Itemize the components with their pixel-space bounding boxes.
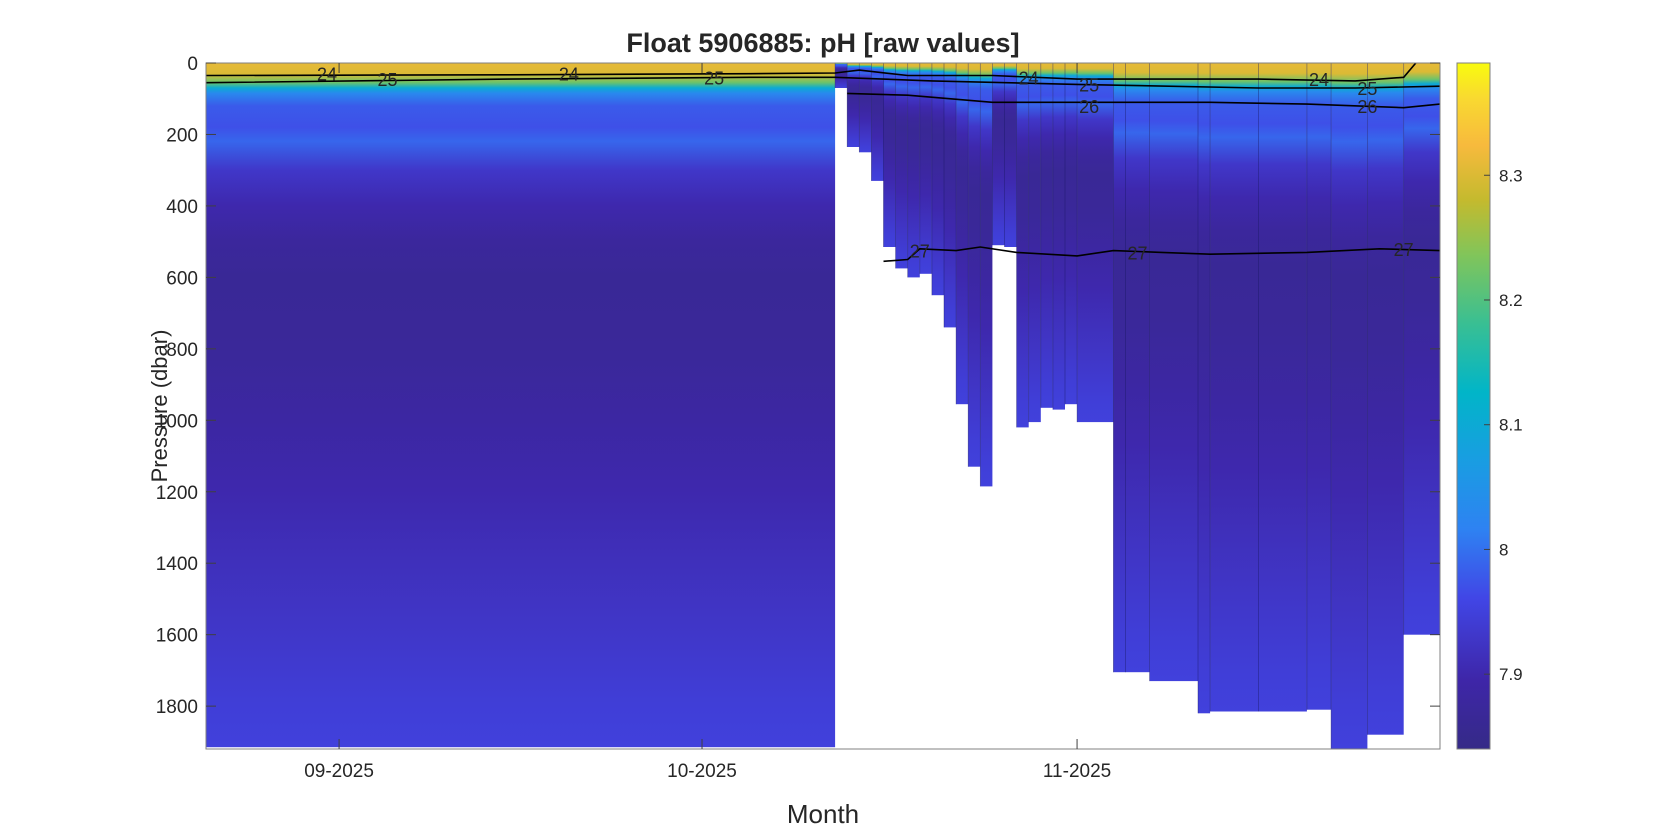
colorbar-tick-label: 8.2 xyxy=(1499,291,1523,310)
contour-label: 24 xyxy=(559,65,579,85)
y-axis-label: Pressure (dbar) xyxy=(147,330,172,483)
profile-bar xyxy=(1198,63,1211,714)
profile-bar xyxy=(992,63,1005,246)
contour-lines xyxy=(206,63,1440,263)
x-tick-label: 11-2025 xyxy=(1043,761,1111,782)
profile-bar xyxy=(1125,63,1150,673)
profile-bar xyxy=(883,63,896,247)
contour-label: 25 xyxy=(704,68,724,88)
y-tick-label: 1400 xyxy=(156,554,198,575)
y-tick-label: 1800 xyxy=(156,697,198,718)
contour-label: 27 xyxy=(1394,240,1414,260)
profile-bar xyxy=(871,63,884,181)
profile-bar xyxy=(847,63,860,147)
colorbar-tick-label: 8.1 xyxy=(1499,416,1523,435)
profile-bar xyxy=(1077,63,1114,423)
profile-bar xyxy=(1004,63,1017,247)
contour-label: 26 xyxy=(1079,97,1099,117)
profile-bar xyxy=(1052,63,1065,410)
profile-bar xyxy=(1306,63,1332,710)
y-tick-label: 200 xyxy=(166,125,198,146)
chart-title: Float 5906885: pH [raw values] xyxy=(626,28,1019,58)
profile-bar xyxy=(206,63,836,748)
colorbar xyxy=(1456,62,1491,750)
profile-bar xyxy=(1210,63,1259,712)
x-tick-label: 10-2025 xyxy=(667,761,737,782)
contour-line-25 xyxy=(206,76,1440,89)
profile-bar xyxy=(1065,63,1078,405)
y-tick-label: 0 xyxy=(187,54,198,75)
y-tick-label: 800 xyxy=(166,340,198,361)
y-tick-label: 1600 xyxy=(156,626,198,647)
x-tick-label: 09-2025 xyxy=(304,761,374,782)
profile-bar xyxy=(835,63,848,88)
x-axis-ticks: 09-2025 10-2025 11-2025 xyxy=(304,63,1111,782)
profile-bar xyxy=(980,63,993,487)
profile-bar xyxy=(895,63,908,269)
profile-bar xyxy=(1258,63,1307,712)
profile-bar xyxy=(944,63,957,328)
colorbar-tick-label: 7.9 xyxy=(1499,665,1523,684)
profile-bar xyxy=(1331,63,1368,749)
profile-bar xyxy=(1028,63,1041,423)
colorbar-tick-label: 8 xyxy=(1499,540,1508,559)
y-axis-ticks: 0 200 400 600 800 1000 1200 1400 1600 1800 xyxy=(156,54,1440,718)
profile-bar xyxy=(1113,63,1126,673)
profile-bar xyxy=(1149,63,1198,682)
plot-frame xyxy=(205,62,1441,750)
contour-label: 24 xyxy=(1019,68,1039,88)
x-axis-label: Month xyxy=(787,799,859,829)
contour-label: 27 xyxy=(1127,243,1147,263)
contour-label: 26 xyxy=(1357,97,1377,117)
y-tick-label: 600 xyxy=(166,268,198,289)
profile-bar xyxy=(956,63,969,405)
contour-label: 25 xyxy=(1079,75,1099,95)
y-tick-label: 1000 xyxy=(156,411,198,432)
profile-bar xyxy=(907,63,920,278)
contour-label: 24 xyxy=(1309,70,1329,90)
profile-bar xyxy=(931,63,944,296)
colorbar-tick-label: 8.3 xyxy=(1499,166,1523,185)
profile-bar xyxy=(1040,63,1053,408)
profile-bar xyxy=(968,63,981,467)
profile-bar xyxy=(1016,63,1029,428)
profile-bar xyxy=(1367,63,1404,735)
contour-line-24 xyxy=(206,63,1417,82)
contour-label: 24 xyxy=(317,65,337,85)
contour-line-26 xyxy=(847,92,1440,109)
colorbar-ticks: 7.9 8 8.1 8.2 8.3 xyxy=(1484,166,1523,684)
y-tick-label: 1200 xyxy=(156,483,198,504)
profile-bars xyxy=(206,63,1440,749)
profile-bar xyxy=(919,63,932,274)
contour-label: 25 xyxy=(1357,79,1377,99)
profile-bar xyxy=(859,63,872,153)
contour-label: 27 xyxy=(910,242,930,262)
contour-line-27 xyxy=(883,246,1440,263)
contour-label: 25 xyxy=(377,70,397,90)
y-tick-label: 400 xyxy=(166,197,198,218)
